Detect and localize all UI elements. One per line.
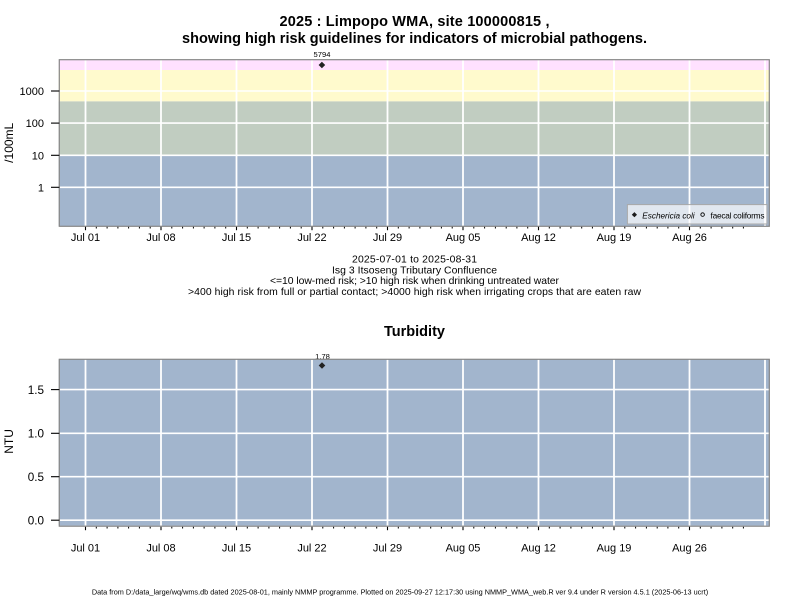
svg-text:Aug 26: Aug 26 — [672, 543, 707, 555]
svg-text:Jul 22: Jul 22 — [297, 543, 326, 555]
svg-text:Aug 12: Aug 12 — [521, 232, 556, 244]
svg-text:Jul 08: Jul 08 — [146, 543, 175, 555]
svg-text:5794: 5794 — [314, 50, 331, 59]
svg-text:Aug 12: Aug 12 — [521, 543, 556, 555]
svg-text:2025 : Limpopo WMA, site 10000: 2025 : Limpopo WMA, site 100000815 , — [280, 14, 550, 30]
svg-text:Aug 05: Aug 05 — [446, 543, 481, 555]
svg-text:Isg 3 Itsoseng Tributary Confl: Isg 3 Itsoseng Tributary Confluence — [332, 265, 497, 276]
svg-text:faecal coliforms: faecal coliforms — [711, 211, 765, 221]
svg-text:1.0: 1.0 — [28, 428, 45, 441]
svg-text:/100mL: /100mL — [2, 122, 16, 162]
svg-text:Turbidity: Turbidity — [384, 324, 445, 340]
svg-text:Jul 22: Jul 22 — [297, 232, 326, 244]
svg-text:Aug 19: Aug 19 — [597, 543, 632, 555]
svg-text:Jul 15: Jul 15 — [222, 543, 251, 555]
svg-text:Eschericia coli: Eschericia coli — [642, 212, 695, 221]
svg-text:>400 high risk from full or pa: >400 high risk from full or partial cont… — [188, 287, 641, 298]
svg-text:1: 1 — [38, 182, 44, 194]
svg-text:2025-07-01 to 2025-08-31: 2025-07-01 to 2025-08-31 — [352, 254, 477, 265]
svg-text:1.5: 1.5 — [28, 384, 45, 397]
svg-text:Jul 01: Jul 01 — [71, 543, 100, 555]
svg-text:Jul 01: Jul 01 — [71, 232, 100, 244]
svg-text:1.78: 1.78 — [315, 352, 330, 361]
svg-text:Jul 29: Jul 29 — [373, 543, 402, 555]
svg-text:showing high risk guidelines f: showing high risk guidelines for indicat… — [182, 31, 647, 47]
svg-text:NTU: NTU — [2, 429, 16, 454]
svg-text:Data from D:/data_large/wq/wms: Data from D:/data_large/wq/wms.db dated … — [92, 588, 708, 597]
svg-text:0.5: 0.5 — [28, 471, 45, 484]
svg-text:<=10 low-med risk; >10 high ri: <=10 low-med risk; >10 high risk when dr… — [270, 276, 560, 287]
svg-text:Aug 05: Aug 05 — [446, 232, 481, 244]
svg-text:Aug 26: Aug 26 — [672, 232, 707, 244]
svg-text:0.0: 0.0 — [28, 514, 45, 527]
svg-text:Jul 29: Jul 29 — [373, 232, 402, 244]
svg-text:Jul 08: Jul 08 — [146, 232, 175, 244]
svg-text:1000: 1000 — [20, 86, 44, 98]
svg-text:Jul 15: Jul 15 — [222, 232, 251, 244]
svg-text:Aug 19: Aug 19 — [597, 232, 632, 244]
svg-text:10: 10 — [32, 150, 44, 162]
svg-text:100: 100 — [26, 118, 44, 130]
